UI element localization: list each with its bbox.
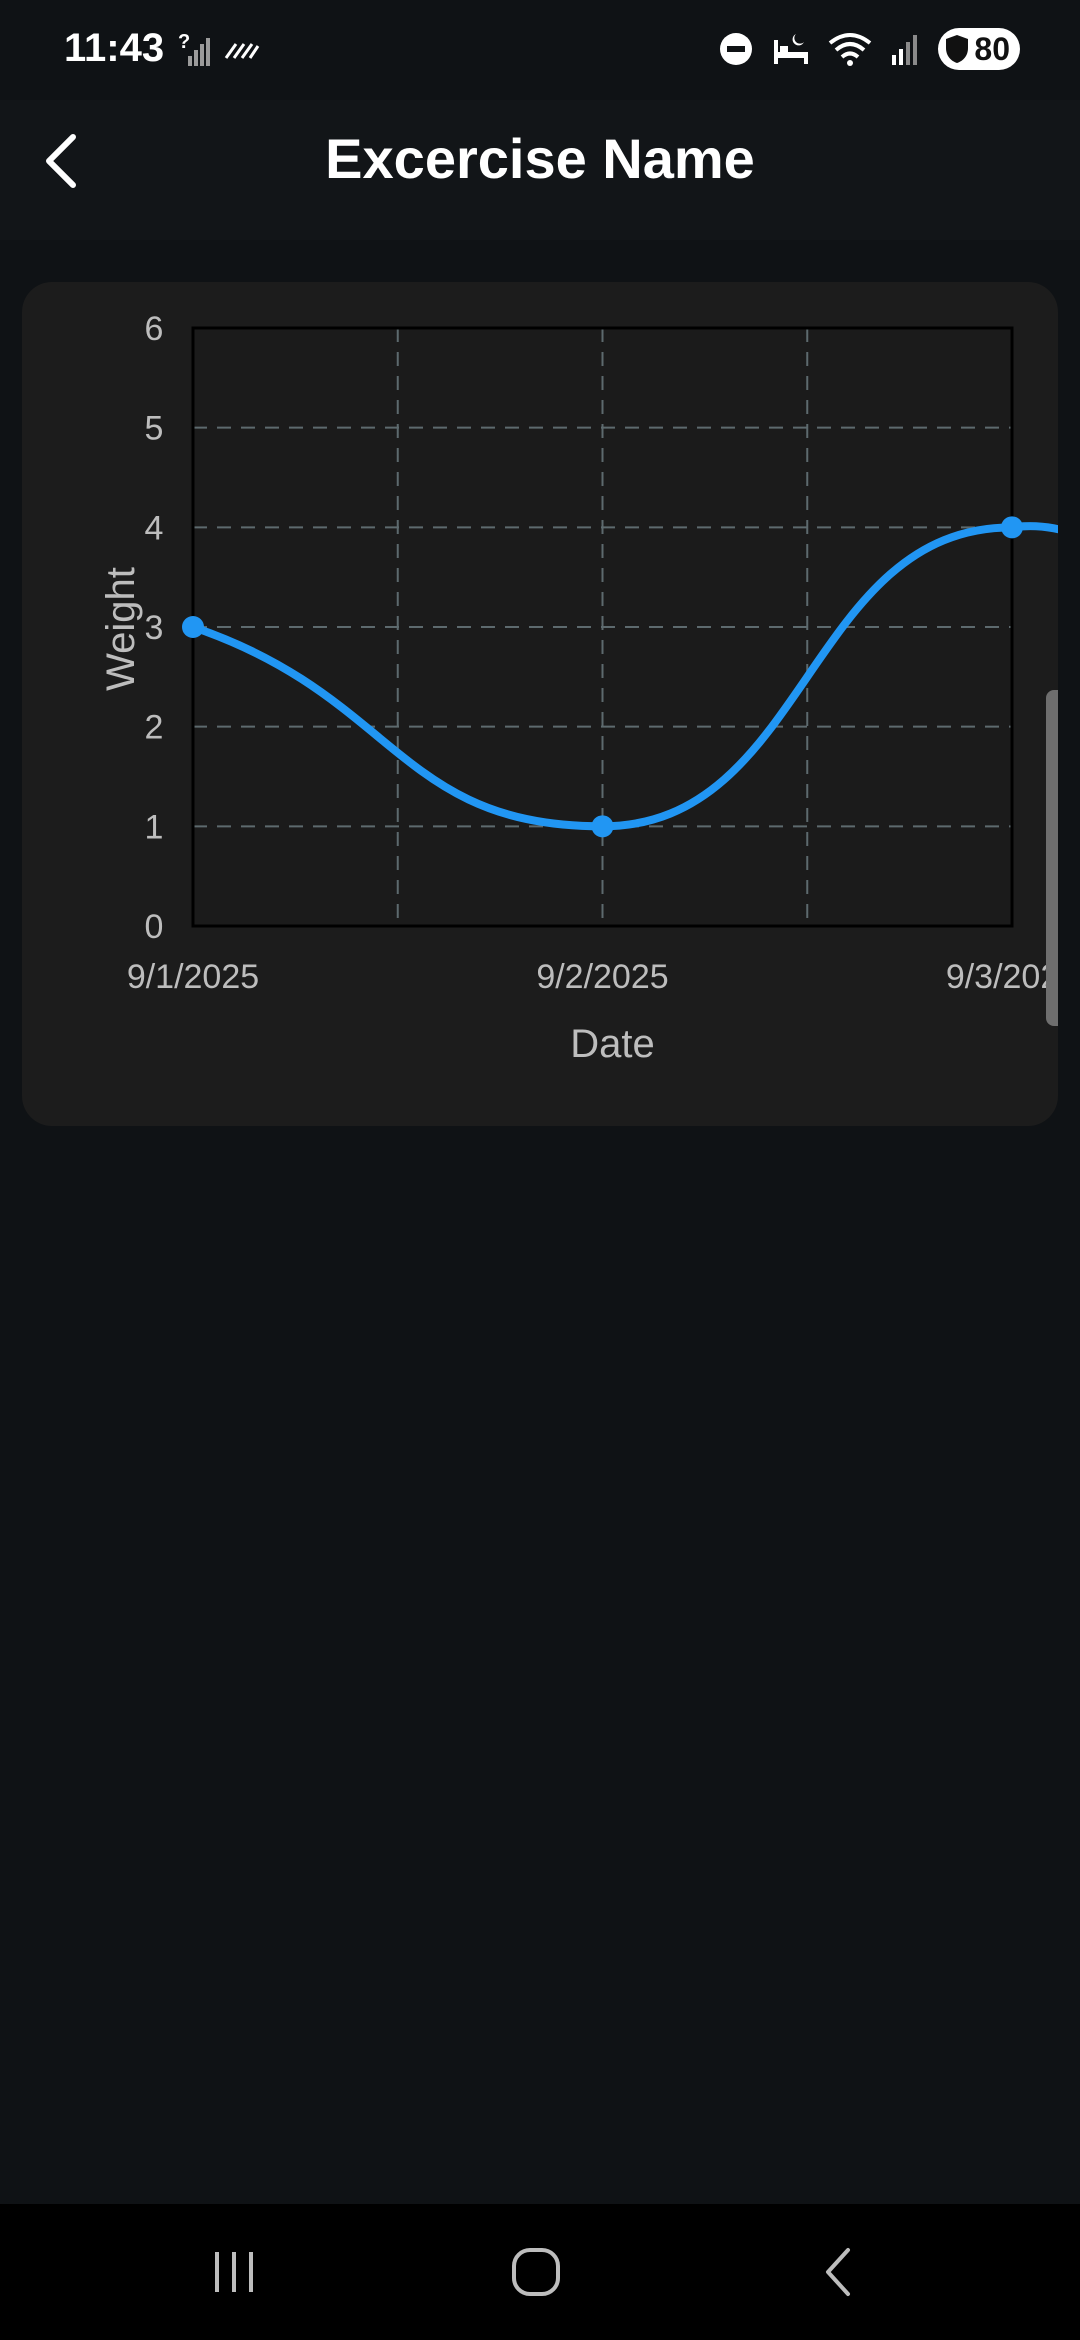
- data-point[interactable]: [1001, 516, 1023, 539]
- y-tick-label: 6: [145, 310, 164, 348]
- x-tick-label: 9/2/2025: [536, 958, 668, 996]
- y-tick-label: 3: [145, 609, 164, 647]
- app-bar: Excercise Name: [0, 100, 1080, 240]
- recent-apps-button[interactable]: [164, 2204, 304, 2340]
- signal-icon: [892, 35, 918, 65]
- back-arrow-icon: [46, 134, 76, 188]
- battery-shield-icon: [946, 35, 969, 63]
- scroll-handle[interactable]: [1046, 690, 1058, 1026]
- recent-apps-icon: [215, 2252, 253, 2292]
- navigation-bar: [0, 2204, 1080, 2340]
- x-axis-label: Date: [570, 1022, 655, 1066]
- y-tick-label: 5: [145, 410, 164, 448]
- nav-back-button[interactable]: [768, 2204, 908, 2340]
- home-button[interactable]: [466, 2204, 606, 2340]
- chart-card: 0 1 2 3 4 5 6 9/1/2025 9/2/2025 9/3/2025 Date Weigh…: [22, 282, 1058, 1126]
- data-point[interactable]: [591, 815, 614, 838]
- y-tick-label: 2: [145, 709, 164, 747]
- no-sim-icon: ?: [178, 32, 210, 66]
- sleep-mode-icon: [774, 34, 809, 64]
- y-tick-label: 0: [145, 908, 164, 946]
- y-axis-label: Weight: [99, 567, 143, 691]
- back-button[interactable]: [28, 126, 98, 196]
- x-tick-label: 9/1/2025: [127, 958, 259, 996]
- status-right-icons: 80: [718, 28, 1020, 70]
- data-point[interactable]: [182, 616, 204, 638]
- battery-indicator: 80: [938, 28, 1020, 70]
- back-icon: [826, 2248, 850, 2296]
- status-left-icons: ?: [178, 32, 260, 68]
- home-icon: [512, 2248, 560, 2296]
- svg-text:?: ?: [178, 32, 190, 53]
- x-tick-label: 9/3/2025: [946, 958, 1058, 996]
- page-title: Excercise Name: [325, 127, 755, 190]
- do-not-disturb-icon: [720, 33, 753, 65]
- data-saver-icon: [224, 43, 260, 59]
- battery-level: 80: [974, 30, 1010, 67]
- weight-chart: 0 1 2 3 4 5 6 9/1/2025 9/2/2025 9/3/2025 Date Weigh…: [99, 310, 1058, 1066]
- y-tick-label: 1: [145, 808, 164, 846]
- status-bar: 11:43 ?: [0, 0, 1080, 100]
- status-time: 11:43: [64, 26, 165, 70]
- wifi-icon: [829, 33, 872, 66]
- y-tick-label: 4: [145, 509, 164, 547]
